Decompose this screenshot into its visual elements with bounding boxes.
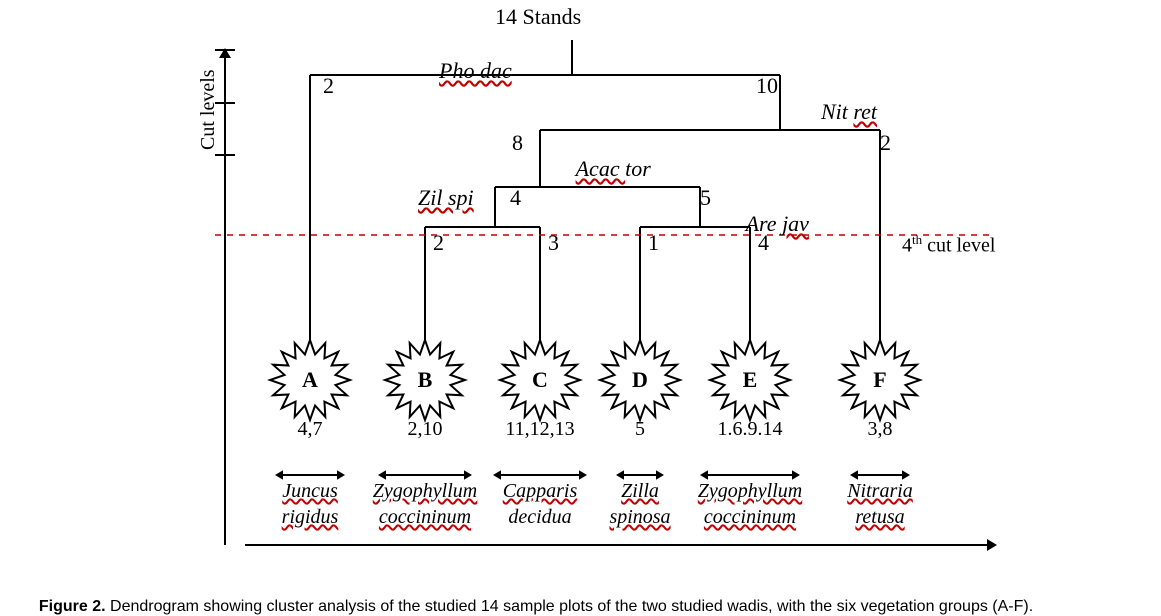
fourth-cut-level-label: 4th cut level bbox=[902, 232, 995, 258]
species-c-line1: Capparis bbox=[503, 480, 577, 503]
species-c-line2: decidua bbox=[508, 506, 571, 529]
species-b-line1: Zygophyllum bbox=[373, 480, 477, 503]
dendrogram-svg bbox=[0, 0, 1161, 603]
stand-numbers-c: 11,12,13 bbox=[505, 418, 574, 441]
cluster-leaf-d: D bbox=[632, 367, 648, 393]
species-f-line2: retusa bbox=[855, 506, 904, 529]
species-d-line2: spinosa bbox=[609, 506, 670, 529]
cluster-leaf-e: E bbox=[743, 367, 758, 393]
split-count-2-right: 2 bbox=[880, 130, 891, 156]
split-count-1-left: 2 bbox=[323, 73, 334, 99]
node-label-zil-spi: Zil spi bbox=[418, 185, 474, 211]
diagram-title: 14 Stands bbox=[495, 4, 581, 30]
leaf-count-b: 2 bbox=[433, 230, 444, 256]
stand-numbers-a: 4,7 bbox=[298, 418, 323, 441]
split-count-3-left: 4 bbox=[510, 185, 521, 211]
cluster-leaf-b: B bbox=[418, 367, 433, 393]
split-count-1-right: 10 bbox=[756, 73, 778, 99]
split-count-2-left: 8 bbox=[512, 130, 523, 156]
node-label-root: Pho dac bbox=[428, 32, 512, 84]
leaf-count-d: 1 bbox=[648, 230, 659, 256]
species-f-line1: Nitraria bbox=[847, 480, 913, 503]
leaf-count-e: 4 bbox=[758, 230, 769, 256]
cluster-leaf-f: F bbox=[873, 367, 886, 393]
node-label-are-jav: Are jav bbox=[735, 185, 809, 237]
stand-numbers-d: 5 bbox=[635, 418, 645, 441]
stand-numbers-e: 1.6.9.14 bbox=[718, 418, 783, 441]
species-b-line2: coccininum bbox=[379, 506, 471, 529]
species-d-line1: Zilla bbox=[621, 480, 659, 503]
cluster-leaf-c: C bbox=[532, 367, 548, 393]
node-label-nit-ret: Nit ret bbox=[810, 73, 877, 125]
figure-caption: Figure 2. Dendrogram showing cluster ana… bbox=[30, 580, 1033, 616]
cluster-leaf-a: A bbox=[302, 367, 318, 393]
node-label-acac-tor: Acac tor bbox=[565, 130, 651, 182]
split-count-3-right: 5 bbox=[700, 185, 711, 211]
species-a-line2: rigidus bbox=[282, 506, 339, 529]
species-e-line2: coccininum bbox=[704, 506, 796, 529]
leaf-count-c: 3 bbox=[548, 230, 559, 256]
species-a-line1: Juncus bbox=[282, 480, 338, 503]
y-axis-label: Cut levels bbox=[197, 69, 220, 150]
species-e-line1: Zygophyllum bbox=[698, 480, 802, 503]
stand-numbers-f: 3,8 bbox=[868, 418, 893, 441]
stand-numbers-b: 2,10 bbox=[408, 418, 443, 441]
